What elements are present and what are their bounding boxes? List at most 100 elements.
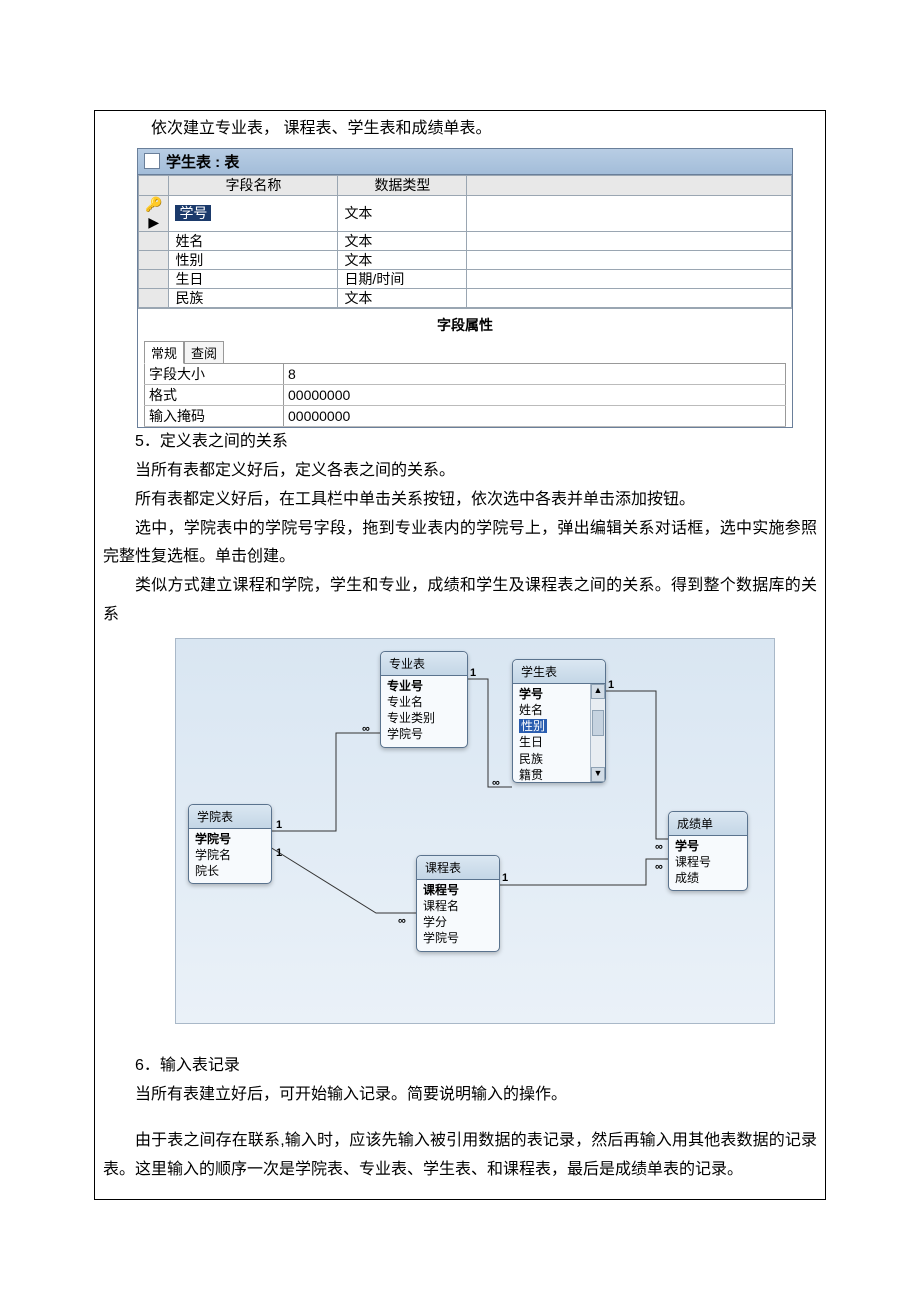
col-data-type: 数据类型: [338, 175, 467, 196]
entity-title: 专业表: [381, 652, 467, 676]
field-row: 生日日期/时间: [139, 270, 792, 289]
sec6-heading: 6．输入表记录: [95, 1052, 825, 1081]
entity-college[interactable]: 学院表学院号学院名院长: [188, 804, 272, 885]
entity-grade[interactable]: 成绩单学号课程号成绩: [668, 811, 748, 892]
row-selector: [139, 251, 169, 270]
field-name-cell[interactable]: 性别: [169, 251, 338, 270]
field-name-cell[interactable]: 学号: [169, 196, 338, 232]
data-type-cell[interactable]: 文本: [338, 251, 467, 270]
col-field-name: 字段名称: [169, 175, 338, 196]
tab-general[interactable]: 常规: [144, 341, 184, 364]
cardinality-many: ∞: [362, 723, 370, 735]
sec6-p2: 由于表之间存在联系,输入时，应该先输入被引用数据的表记录，然后再输入用其他表数据…: [95, 1127, 825, 1185]
property-value[interactable]: 8: [284, 364, 786, 385]
cardinality-many: ∞: [655, 841, 663, 853]
property-row: 输入掩码00000000: [145, 406, 786, 427]
tab-lookup[interactable]: 查阅: [184, 341, 224, 364]
entity-course[interactable]: 课程表课程号课程名学分学院号: [416, 855, 500, 952]
sec6-p1: 当所有表建立好后，可开始输入记录。简要说明输入的操作。: [95, 1081, 825, 1110]
cardinality-one: 1: [276, 819, 282, 831]
data-type-cell[interactable]: 文本: [338, 232, 467, 251]
entity-field[interactable]: 课程号: [675, 854, 741, 870]
window-title-bar: 学生表 : 表: [138, 149, 792, 175]
cardinality-one: 1: [608, 679, 614, 691]
relationship-line[interactable]: [498, 859, 668, 885]
description-cell[interactable]: [467, 270, 792, 289]
field-properties-title: 字段属性: [144, 313, 786, 341]
entity-fields: 学院号学院名院长: [189, 829, 271, 884]
field-row: 性别文本: [139, 251, 792, 270]
entity-field[interactable]: 姓名: [519, 702, 587, 718]
entity-field[interactable]: 课程号: [423, 882, 493, 898]
property-table: 字段大小8格式00000000输入掩码00000000: [144, 363, 786, 427]
cardinality-one: 1: [502, 872, 508, 884]
entity-field[interactable]: 民族: [519, 751, 587, 767]
property-label: 字段大小: [145, 364, 284, 385]
entity-field[interactable]: 学院号: [195, 831, 265, 847]
row-selector: [139, 289, 169, 308]
entity-field[interactable]: 学院名: [195, 847, 265, 863]
description-cell[interactable]: [467, 251, 792, 270]
entity-field[interactable]: 学院号: [387, 726, 461, 742]
description-cell[interactable]: [467, 289, 792, 308]
property-label: 格式: [145, 385, 284, 406]
field-name-cell[interactable]: 民族: [169, 289, 338, 308]
datasheet-icon: [144, 153, 160, 169]
entity-field[interactable]: 专业名: [387, 694, 461, 710]
entity-major[interactable]: 专业表专业号专业名专业类别学院号: [380, 651, 468, 748]
scrollbar[interactable]: ▲▼: [590, 684, 605, 782]
relationship-line[interactable]: [270, 847, 416, 913]
relationship-line[interactable]: [466, 679, 512, 787]
scroll-up-icon[interactable]: ▲: [591, 684, 605, 699]
field-row: 姓名文本: [139, 232, 792, 251]
sec5-heading: 5．定义表之间的关系: [95, 428, 825, 457]
entity-field[interactable]: 籍贯: [519, 767, 587, 782]
entity-field[interactable]: 学院号: [423, 930, 493, 946]
field-design-grid: 字段名称 数据类型 🔑▶学号文本姓名文本性别文本生日日期/时间民族文本: [138, 175, 792, 309]
entity-fields: 专业号专业名专业类别学院号: [381, 676, 467, 747]
entity-student[interactable]: 学生表学号姓名性别生日民族籍贯▲▼: [512, 659, 606, 783]
cardinality-many: ∞: [655, 861, 663, 873]
entity-title: 学生表: [513, 660, 605, 684]
data-type-cell[interactable]: 日期/时间: [338, 270, 467, 289]
scroll-down-icon[interactable]: ▼: [591, 767, 605, 782]
field-name-cell[interactable]: 姓名: [169, 232, 338, 251]
entity-field[interactable]: 专业号: [387, 678, 461, 694]
description-cell[interactable]: [467, 196, 792, 232]
field-row: 🔑▶学号文本: [139, 196, 792, 232]
entity-field[interactable]: 生日: [519, 734, 587, 750]
property-label: 输入掩码: [145, 406, 284, 427]
entity-field[interactable]: 课程名: [423, 898, 493, 914]
scroll-thumb[interactable]: [592, 710, 604, 736]
sec5-p3: 选中，学院表中的学院号字段，拖到专业表内的学院号上，弹出编辑关系对话框，选中实施…: [95, 515, 825, 573]
document-frame: 依次建立专业表， 课程表、学生表和成绩单表。 学生表 : 表 字段名称 数据类型…: [94, 110, 826, 1200]
entity-title: 课程表: [417, 856, 499, 880]
access-table-design-window: 学生表 : 表 字段名称 数据类型 🔑▶学号文本姓名文本性别文本生日日期/时间民…: [137, 148, 793, 429]
window-title: 学生表 : 表: [166, 151, 239, 172]
entity-field[interactable]: 院长: [195, 863, 265, 879]
entity-field[interactable]: 专业类别: [387, 710, 461, 726]
property-value[interactable]: 00000000: [284, 406, 786, 427]
entity-field[interactable]: 成绩: [675, 870, 741, 886]
data-type-cell[interactable]: 文本: [338, 196, 467, 232]
cardinality-one: 1: [470, 667, 476, 679]
entity-field[interactable]: 性别: [519, 718, 587, 734]
entity-title: 学院表: [189, 805, 271, 829]
intro-line: 依次建立专业表， 课程表、学生表和成绩单表。: [95, 115, 825, 144]
sec5-p2: 所有表都定义好后，在工具栏中单击关系按钮，依次选中各表并单击添加按钮。: [95, 486, 825, 515]
entity-field[interactable]: 学号: [519, 686, 587, 702]
cardinality-many: ∞: [398, 915, 406, 927]
relationship-line[interactable]: [270, 733, 380, 831]
property-value[interactable]: 00000000: [284, 385, 786, 406]
description-cell[interactable]: [467, 232, 792, 251]
cardinality-many: ∞: [492, 777, 500, 789]
entity-field[interactable]: 学分: [423, 914, 493, 930]
col-blank: [467, 175, 792, 196]
row-selector: 🔑▶: [139, 196, 169, 232]
data-type-cell[interactable]: 文本: [338, 289, 467, 308]
field-name-cell[interactable]: 生日: [169, 270, 338, 289]
entity-field[interactable]: 学号: [675, 838, 741, 854]
relationship-line[interactable]: [604, 691, 668, 839]
entity-fields: 课程号课程名学分学院号: [417, 880, 499, 951]
row-selector: [139, 270, 169, 289]
